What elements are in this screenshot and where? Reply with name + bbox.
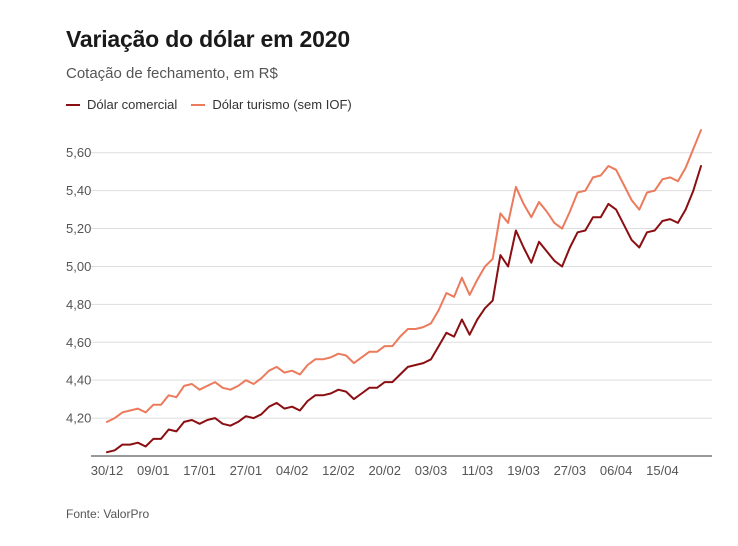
chart-source: Fonte: ValorPro bbox=[66, 507, 150, 521]
x-tick-label: 15/04 bbox=[646, 463, 679, 478]
y-tick-label: 5,20 bbox=[66, 221, 91, 236]
y-tick-label: 5,00 bbox=[66, 259, 91, 274]
y-tick-label: 5,60 bbox=[66, 145, 91, 160]
x-tick-label: 06/04 bbox=[600, 463, 633, 478]
x-tick-label: 03/03 bbox=[415, 463, 448, 478]
gridlines bbox=[91, 152, 712, 457]
series-lines bbox=[106, 129, 702, 454]
x-tick-label: 27/03 bbox=[554, 463, 587, 478]
legend-swatch-comercial bbox=[66, 103, 80, 106]
legend-item-comercial: Dólar comercial bbox=[66, 97, 177, 112]
x-axis-ticks: 30/12 09/01 17/01 27/01 04/02 12/02 20/02 03/03… bbox=[91, 463, 679, 478]
x-tick-label: 30/12 bbox=[91, 463, 124, 478]
legend-label-turismo: Dólar turismo (sem IOF) bbox=[212, 97, 352, 112]
y-tick-label: 4,60 bbox=[66, 335, 91, 350]
x-tick-label: 17/01 bbox=[183, 463, 216, 478]
x-tick-label: 27/01 bbox=[230, 463, 263, 478]
x-tick-label: 12/02 bbox=[322, 463, 355, 478]
chart-title: Variação do dólar em 2020 bbox=[66, 26, 350, 52]
legend-label-comercial: Dólar comercial bbox=[87, 97, 178, 112]
x-tick-label: 19/03 bbox=[507, 463, 540, 478]
x-tick-label: 04/02 bbox=[276, 463, 309, 478]
x-tick-label: 11/03 bbox=[461, 463, 493, 478]
chart-subtitle: Cotação de fechamento, em R$ bbox=[66, 65, 278, 82]
y-tick-label: 5,40 bbox=[66, 183, 91, 198]
series-line-comercial bbox=[106, 165, 702, 454]
legend-item-turismo: Dólar turismo (sem IOF) bbox=[191, 97, 352, 112]
series-line-turismo bbox=[106, 129, 702, 423]
x-tick-label: 09/01 bbox=[137, 463, 170, 478]
y-tick-label: 4,20 bbox=[66, 411, 91, 426]
chart-legend: Dólar comercial Dólar turismo (sem IOF) bbox=[66, 97, 366, 112]
y-axis-ticks: 4,20 4,40 4,60 4,80 5,00 5,20 5,40 5,60 bbox=[66, 145, 91, 425]
y-tick-label: 4,40 bbox=[66, 373, 91, 388]
legend-swatch-turismo bbox=[191, 103, 206, 106]
x-tick-label: 20/02 bbox=[368, 463, 401, 478]
y-tick-label: 4,80 bbox=[66, 297, 91, 312]
